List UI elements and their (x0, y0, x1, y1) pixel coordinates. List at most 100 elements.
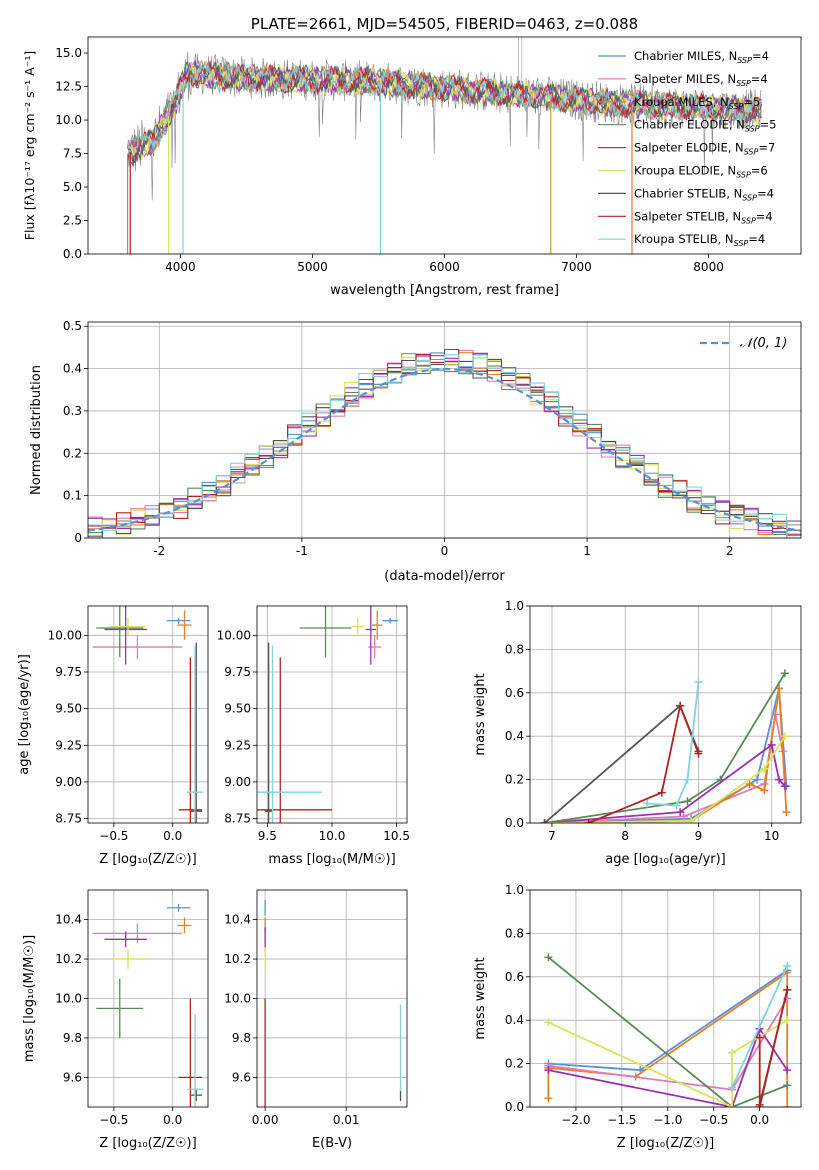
error-bar-point (351, 617, 365, 636)
y-tick-label: 10.00 (217, 628, 251, 642)
plot-area (92, 606, 204, 823)
x-axis-label: mass [log₁₀(M/M☉)] (268, 852, 395, 867)
y-tick-label: 9.50 (55, 702, 82, 716)
y-tick-label: 15.0 (55, 46, 82, 60)
y-tick-label: 1.0 (505, 883, 524, 897)
y-tick-label: 10.2 (224, 952, 251, 966)
chart-age-vs-mass: 9.5 10.0 10.5 8.75 9.00 9.25 9.50 9.75 10.00 mass… (217, 605, 410, 867)
error-bar-point (110, 617, 146, 636)
chart-mass-weight-vs-Z: −2.0 −1.5 −1.0 −0.5 0.0 0.0 0.2 0.4 0.6 0.8 1.0 Z [… (473, 883, 802, 1151)
mass-weight-series (755, 985, 792, 1107)
error-bar-point (257, 657, 332, 823)
x-tick-label: 8 (621, 829, 629, 843)
legend-label: Salpeter ELODIE, NSSP​=7 (634, 141, 775, 157)
x-tick-label: 0.00 (252, 1113, 279, 1127)
mass-weight-series (540, 701, 703, 823)
error-bar-point (104, 931, 147, 948)
x-tick-label: 0 (441, 544, 449, 558)
plot-area (540, 669, 791, 823)
mass-weight-series (584, 701, 703, 823)
error-bar-point (190, 642, 203, 823)
axes-frame (529, 605, 802, 824)
x-tick-label: 10.5 (383, 829, 410, 843)
error-bar-point (178, 998, 203, 1107)
chart-residuals: -2 -1 0 1 2 0 0.1 0.2 0.3 0.4 0.5 (data-model)/erro… (29, 319, 802, 584)
series-line (544, 688, 788, 823)
x-axis-label: (data-model)/error (384, 569, 505, 584)
error-bar-point (365, 606, 376, 665)
y-tick-label: 0.8 (505, 642, 524, 656)
y-tick-label: 9.6 (63, 1070, 82, 1084)
y-axis-label: mass weight (473, 673, 488, 755)
y-tick-label: 10.2 (55, 952, 82, 966)
y-tick-label: 0.4 (63, 362, 82, 376)
chart-mass-vs-EBV: 0.00 0.01 9.6 9.8 10.0 10.2 10.4 E(B-V) (224, 889, 408, 1151)
y-tick-label: 9.00 (224, 775, 251, 789)
y-tick-label: 0.0 (505, 1100, 524, 1114)
x-axis-label: Z [log₁₀(Z/Z☉)] (99, 1136, 196, 1151)
error-bar-point (92, 635, 183, 659)
mass-weight-series (540, 732, 789, 823)
chart-mass-weight-vs-age: 7 8 9 10 0.0 0.2 0.4 0.6 0.8 1.0 age [log₁₀(age/yr… (473, 599, 802, 867)
plot-area (92, 903, 204, 1107)
error-bar-point (177, 610, 192, 640)
x-tick-label: 0.0 (163, 1113, 182, 1127)
y-tick-label: 9.6 (232, 1070, 251, 1084)
axes: −2.0 −1.5 −1.0 −0.5 0.0 0.0 0.2 0.4 0.6 0.8 1.0 Z [… (473, 883, 802, 1151)
x-tick-label: 2 (726, 544, 734, 558)
axes-frame (87, 605, 209, 824)
y-tick-label: 1.0 (505, 599, 524, 613)
error-bar-point (177, 917, 192, 934)
error-bar-point (96, 978, 144, 1038)
legend-label: Salpeter MILES, NSSP​=4 (634, 72, 768, 88)
mass-weight-series (643, 677, 703, 810)
series-line (544, 688, 788, 823)
y-tick-label: 10.0 (55, 113, 82, 127)
legend-label: Chabrier STELIB, NSSP​=4 (634, 186, 774, 202)
x-tick-label: 5000 (297, 260, 328, 274)
y-tick-label: 10.4 (224, 913, 251, 927)
y-tick-label: 10.0 (224, 992, 251, 1006)
x-tick-label: 1 (583, 544, 591, 558)
normal-reference-curve (88, 367, 801, 532)
y-tick-label: 0.0 (505, 816, 524, 830)
axes: 7 8 9 10 0.0 0.2 0.4 0.6 0.8 1.0 age [log₁₀(age/yr… (473, 599, 802, 867)
x-tick-label: 10.0 (319, 829, 346, 843)
legend-label: Kroupa MILES, NSSP​=5 (634, 95, 760, 111)
y-tick-label: 0.4 (505, 729, 524, 743)
legend-label: Chabrier MILES, NSSP​=4 (634, 49, 769, 65)
x-tick-label: 9 (695, 829, 703, 843)
mass-weight-series (728, 961, 792, 1092)
legend-label: 𝒩(0, 1) (740, 336, 787, 351)
residual-histogram (88, 365, 801, 535)
plot-area (257, 606, 398, 823)
chart-age-vs-Z: −0.5 0.0 8.75 9.00 9.25 9.50 9.75 10.00 Z [log₁₀… (17, 605, 209, 867)
legend-label: Kroupa STELIB, NSSP​=4 (634, 232, 765, 248)
series-line (544, 714, 784, 823)
series-line (588, 702, 700, 823)
x-axis-label: wavelength [Angstrom, rest frame] (330, 283, 559, 298)
error-bar-point (178, 657, 203, 823)
y-tick-label: 8.75 (224, 812, 251, 826)
series-line (544, 672, 786, 823)
y-tick-label: 9.75 (55, 665, 82, 679)
axes: 0.00 0.01 9.6 9.8 10.0 10.2 10.4 E(B-V) (224, 889, 408, 1151)
error-bar-point (110, 949, 146, 969)
series-line (547, 956, 788, 1107)
y-tick-label: 9.75 (224, 665, 251, 679)
y-tick-label: 0.2 (505, 773, 524, 787)
residual-histogram (88, 354, 801, 538)
plot-area (88, 348, 801, 538)
axes: 4000 5000 6000 7000 8000 0.0 2.5 5.0 7.5 10.0 12.5… (22, 15, 802, 298)
x-tick-label: 7000 (561, 260, 592, 274)
error-bar-point (166, 903, 191, 912)
legend: Chabrier MILES, NSSP​=4 Salpeter MILES, N… (598, 49, 776, 248)
y-tick-label: 0.6 (505, 970, 524, 984)
legend: 𝒩(0, 1) (700, 336, 787, 351)
y-tick-label: 12.5 (55, 80, 82, 94)
series-line (647, 681, 700, 807)
axes: -2 -1 0 1 2 0 0.1 0.2 0.3 0.4 0.5 (data-model)/erro… (29, 319, 802, 584)
x-tick-label: -1 (296, 544, 308, 558)
y-tick-label: 2.5 (63, 214, 82, 228)
